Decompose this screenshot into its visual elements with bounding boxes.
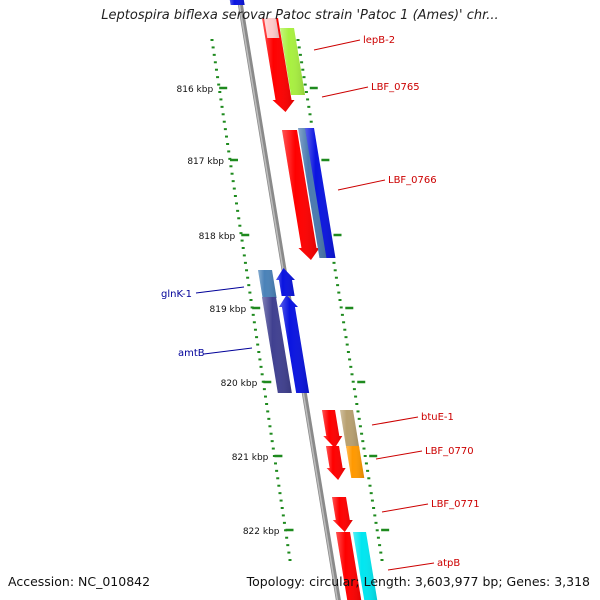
gene-label[interactable]: LBF_0770 bbox=[425, 446, 474, 457]
gene-amtB-shade bbox=[262, 297, 292, 393]
gene-label-leader bbox=[195, 286, 245, 294]
gene-LBF_0765[interactable] bbox=[280, 28, 306, 95]
gene-LBF_0766-forward[interactable] bbox=[282, 130, 320, 260]
gene-label-leader bbox=[387, 562, 435, 571]
tick-label: 817 kbp bbox=[187, 157, 224, 167]
gene-label[interactable]: lepB-2 bbox=[363, 35, 395, 46]
gene-LBF_0770-shade bbox=[326, 446, 346, 480]
tick-label: 821 kbp bbox=[232, 453, 269, 463]
gene-lepB-2-cap[interactable] bbox=[264, 18, 280, 38]
gene-label-leader bbox=[313, 39, 361, 51]
gene-LBF_0766-b-shade bbox=[305, 128, 336, 258]
label-layer: lepB-2 LBF_0765 LBF_0766 glnK-1 amtB btuE-1 LB… bbox=[161, 35, 480, 571]
gene-LBF_0766-b[interactable] bbox=[305, 128, 336, 258]
gene-LBF_0770[interactable] bbox=[326, 446, 346, 480]
gene-label[interactable]: btuE-1 bbox=[421, 412, 454, 423]
gene-LBF_0766-a-shade bbox=[298, 128, 328, 258]
gene-amtB-rev[interactable] bbox=[278, 295, 310, 393]
gene-glnK-1-rev-shade bbox=[275, 268, 295, 296]
gene-glnK-1-rev[interactable] bbox=[275, 268, 295, 296]
gene-btuE-1-b[interactable] bbox=[340, 410, 360, 448]
gene-atpB-shade bbox=[336, 532, 362, 600]
gene-LBF_0766-forward-shade bbox=[282, 130, 320, 260]
gene-amtB-rev-shade bbox=[278, 295, 310, 393]
tick-label: 820 kbp bbox=[221, 379, 258, 389]
gene-top-blue-shade bbox=[229, 0, 245, 5]
gene-LBF_0771[interactable] bbox=[332, 497, 353, 532]
gene-label-leader bbox=[321, 86, 369, 98]
gene-label[interactable]: LBF_0766 bbox=[388, 175, 437, 186]
tick-label: 819 kbp bbox=[210, 305, 247, 315]
gene-glnK-1-shade bbox=[258, 270, 277, 298]
gene-top-blue[interactable] bbox=[229, 0, 245, 5]
gene-atpB-b[interactable] bbox=[353, 532, 378, 600]
gene-label-leader bbox=[203, 347, 253, 355]
gene-layer bbox=[229, 0, 378, 600]
gene-btuE-1-b-shade bbox=[340, 410, 360, 448]
gene-label-leader bbox=[381, 503, 429, 513]
gene-label-leader bbox=[337, 179, 386, 191]
gene-LBF_0770-b[interactable] bbox=[346, 446, 365, 478]
gene-btuE-1-shade bbox=[322, 410, 343, 448]
gene-LBF_0770-b-shade bbox=[346, 446, 365, 478]
gene-LBF_0771-shade bbox=[332, 497, 353, 532]
gene-LBF_0766-a[interactable] bbox=[298, 128, 328, 258]
genome-summary-text: Topology: circular; Length: 3,603,977 bp… bbox=[246, 574, 590, 589]
gene-lepB-2-cap-shade bbox=[264, 18, 280, 38]
gene-LBF_0765-shade bbox=[280, 28, 306, 95]
gene-glnK-1[interactable] bbox=[258, 270, 277, 298]
tick-label: 818 kbp bbox=[199, 232, 236, 242]
gene-amtB[interactable] bbox=[262, 297, 292, 393]
accession-text: Accession: NC_010842 bbox=[8, 574, 151, 589]
gene-btuE-1[interactable] bbox=[322, 410, 343, 448]
tick-label: 822 kbp bbox=[243, 527, 280, 537]
gene-label[interactable]: glnK-1 bbox=[161, 289, 192, 300]
gene-atpB-b-shade bbox=[353, 532, 378, 600]
gene-label[interactable]: LBF_0771 bbox=[431, 499, 480, 510]
gene-label[interactable]: LBF_0765 bbox=[371, 82, 420, 93]
gene-label-leader bbox=[371, 416, 419, 426]
gene-label[interactable]: atpB bbox=[437, 558, 460, 569]
gene-lepB-2[interactable] bbox=[262, 18, 295, 112]
gene-atpB[interactable] bbox=[336, 532, 362, 600]
map-title: Leptospira biflexa serovar Patoc strain … bbox=[101, 8, 499, 23]
gene-label-leader bbox=[375, 450, 423, 460]
gene-lepB-2-shade bbox=[262, 18, 295, 112]
gene-label[interactable]: amtB bbox=[178, 348, 205, 359]
tick-label: 816 kbp bbox=[177, 85, 214, 95]
tick-layer: 816 kbp 817 kbp 818 kbp 819 kbp 820 kbp 821 k… bbox=[177, 39, 390, 561]
